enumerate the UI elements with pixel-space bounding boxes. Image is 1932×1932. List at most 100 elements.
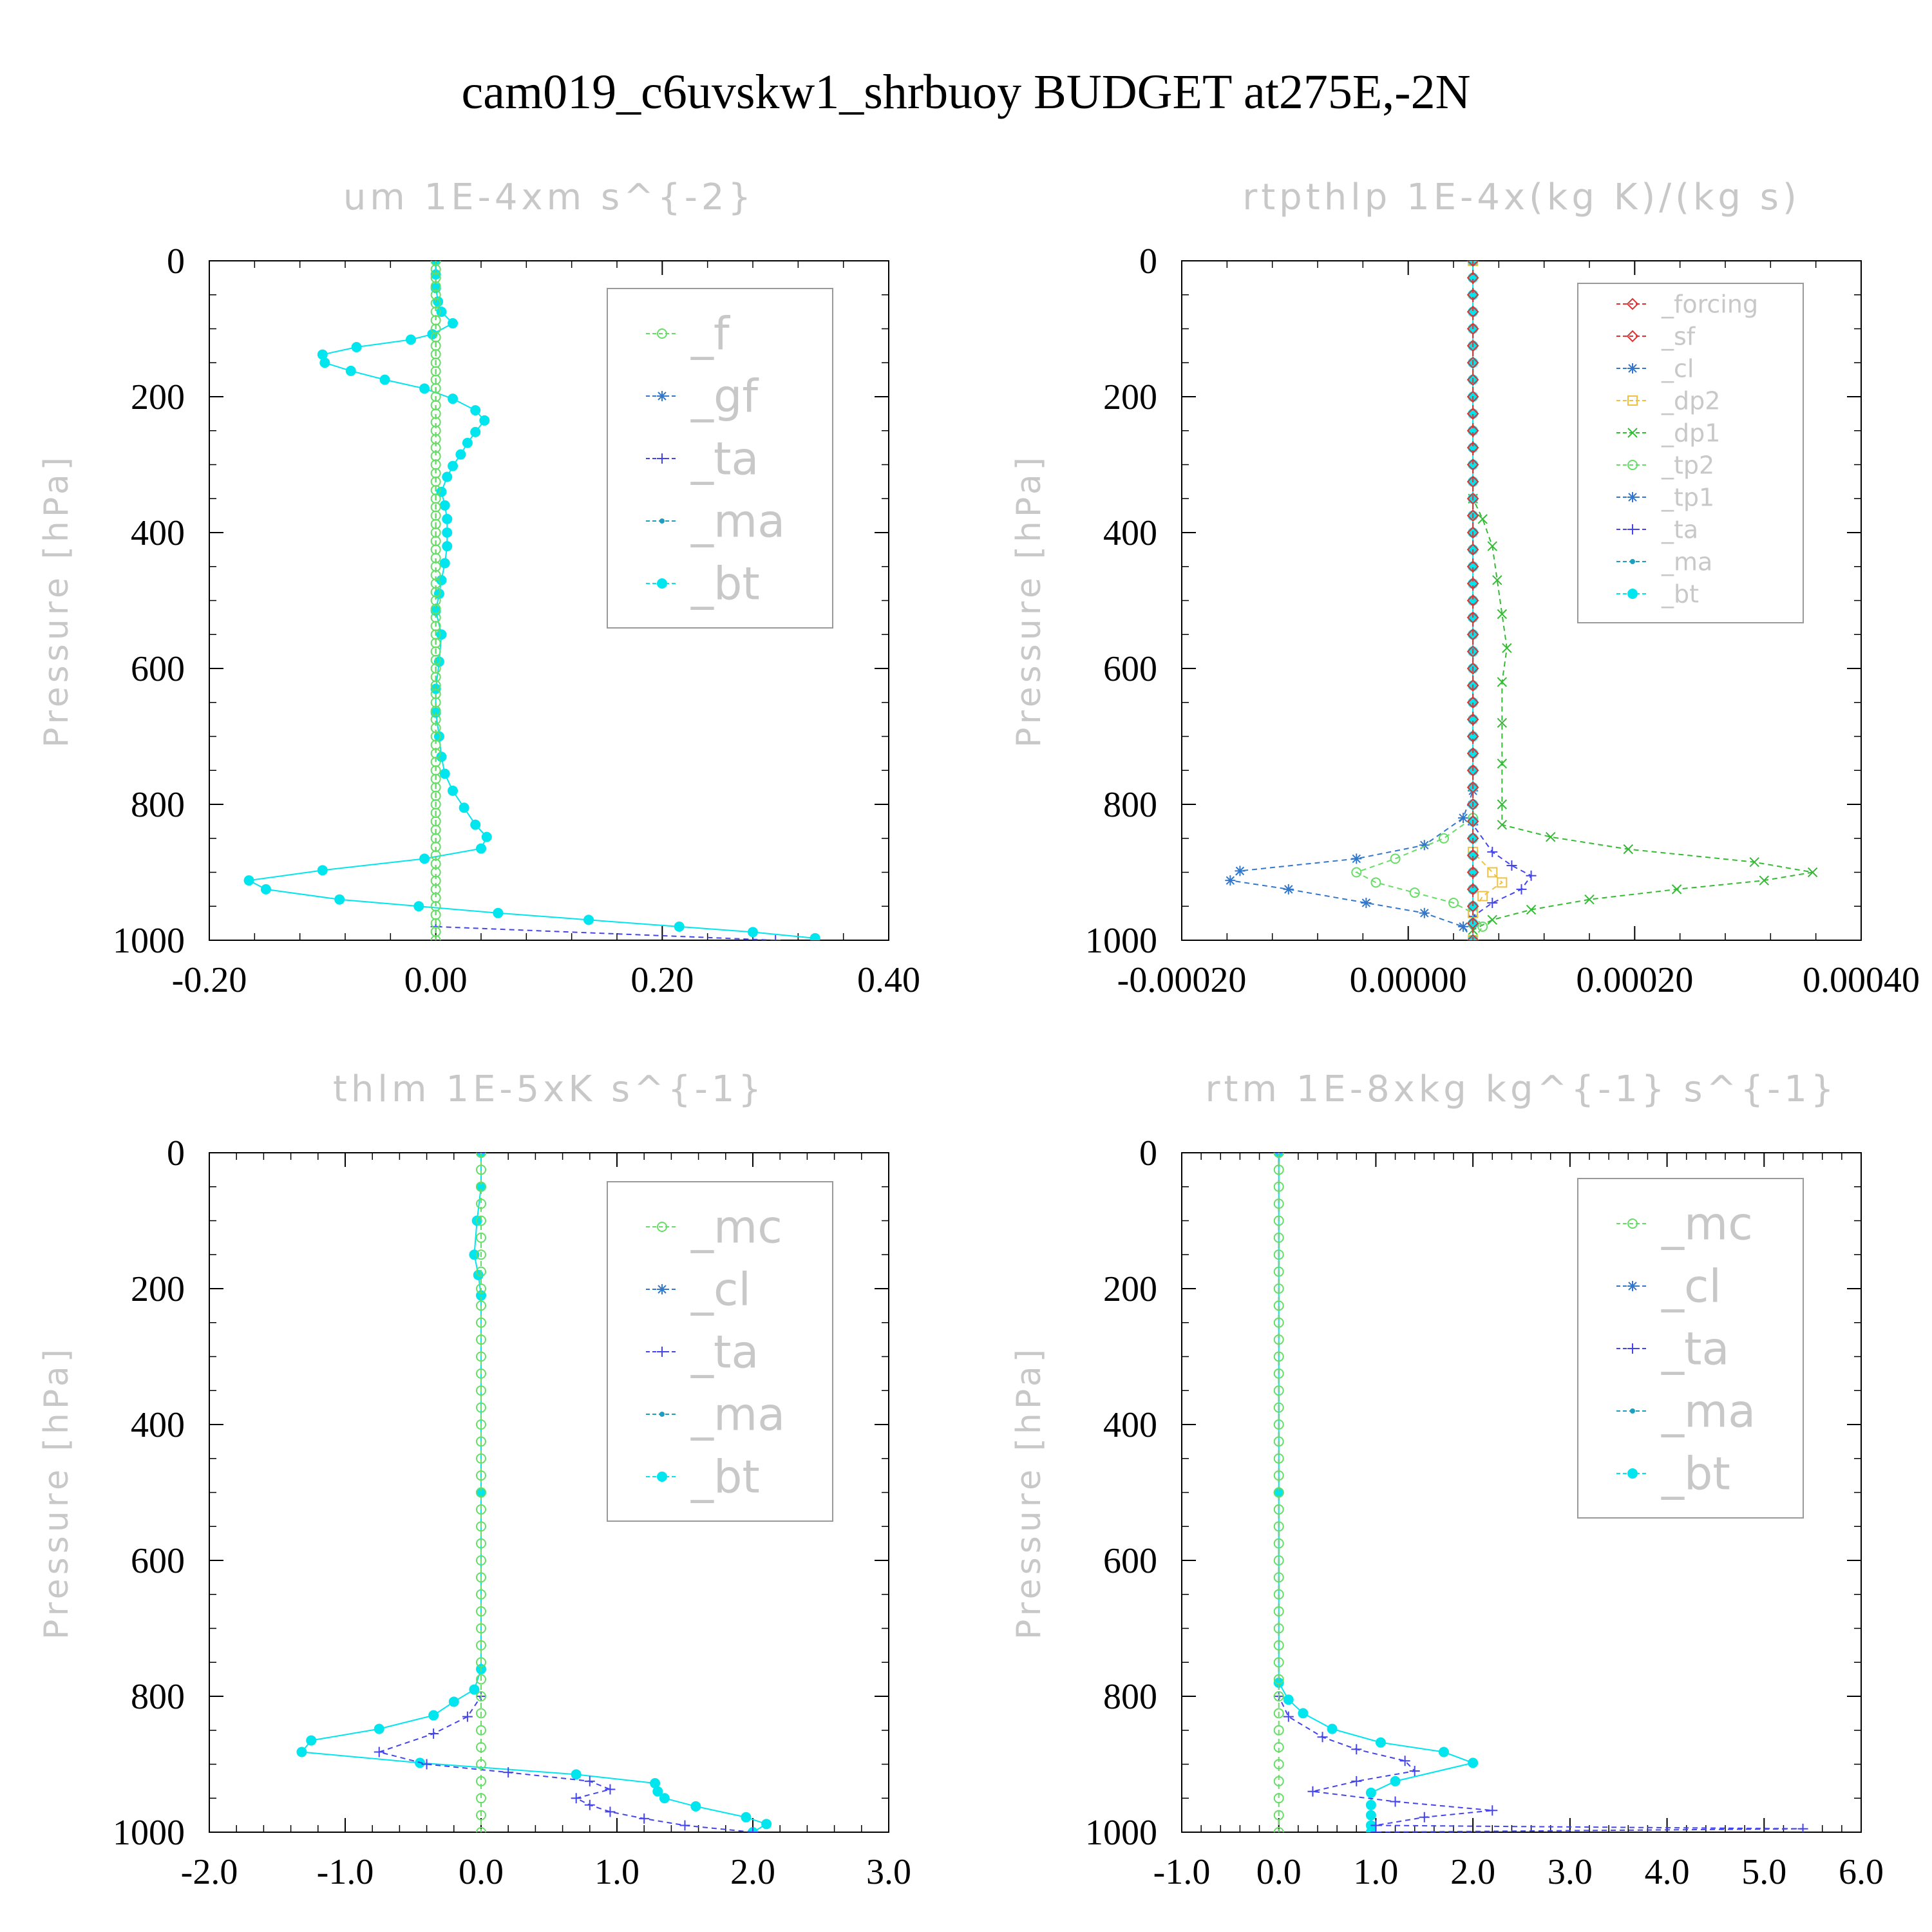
series-line_ta xyxy=(1472,261,1533,940)
x-tick-label: 0.00000 xyxy=(1350,960,1467,1000)
x-tick-label: 3.0 xyxy=(1548,1852,1593,1892)
panel-1: um 1E-4xm s^{-2} -0.20 0.00 0.20 0.40 0 200 400… xyxy=(37,176,920,1000)
data-point_bt xyxy=(442,513,453,524)
data-point_ta xyxy=(1419,1812,1430,1823)
panel-title: um 1E-4xm s^{-2} xyxy=(343,176,755,218)
x-tick-label: 1.0 xyxy=(1353,1852,1398,1892)
data-point_bt xyxy=(345,365,356,376)
data-point_mc xyxy=(476,1674,486,1685)
data-point_tp1 xyxy=(1225,875,1236,886)
legend-label: _cl xyxy=(690,1264,751,1316)
data-point_mc xyxy=(476,1232,486,1243)
legend-label: _gf xyxy=(690,370,759,423)
data-point_ta xyxy=(421,1759,432,1770)
data-point_bt xyxy=(1273,1677,1284,1688)
data-point_bt xyxy=(1298,1708,1309,1719)
data-point_bt xyxy=(419,383,430,394)
data-point_bt xyxy=(405,334,416,345)
legend-marker xyxy=(1627,395,1638,406)
data-point_mc xyxy=(1273,1164,1284,1175)
data-point_ta xyxy=(1399,1756,1410,1766)
data-point_tp2 xyxy=(1390,853,1401,864)
data-point_mc xyxy=(476,1538,486,1549)
data-point_forcing xyxy=(1466,832,1479,845)
x-tick-label: 4.0 xyxy=(1645,1852,1690,1892)
data-point_dp1 xyxy=(1497,677,1508,687)
data-point_mc xyxy=(1273,1555,1284,1566)
y-tick-label: 0 xyxy=(1139,242,1157,281)
data-point_mc xyxy=(476,1266,486,1277)
legend-label: _f xyxy=(690,308,730,361)
data-point_bt xyxy=(479,415,490,426)
y-axis-label: Pressure [hPa] xyxy=(37,453,76,748)
data-point_dp1 xyxy=(1502,643,1512,654)
data-point_mc xyxy=(1273,1300,1284,1311)
legend-marker xyxy=(1630,1408,1635,1414)
data-point_bt xyxy=(317,865,328,876)
data-point_forcing xyxy=(1466,475,1479,488)
y-tick-label: 200 xyxy=(1103,377,1157,417)
data-point_bt xyxy=(448,785,459,796)
data-point_bt xyxy=(1365,1827,1376,1832)
data-point_ta xyxy=(1487,846,1498,857)
data-point_mc xyxy=(1273,1589,1284,1600)
data-point_mc xyxy=(1273,1487,1284,1498)
data-point_dp1 xyxy=(1807,867,1818,878)
data-point_mc xyxy=(1273,1470,1284,1481)
data-point_ta xyxy=(1516,884,1527,895)
x-tick-label: -0.20 xyxy=(172,960,247,1000)
data-point_bt xyxy=(748,927,758,938)
series-layer xyxy=(243,261,820,940)
panel-2: rtpthlp 1E-4x(kg K)/(kg s) -0.00020 0.0000… xyxy=(1010,176,1920,1000)
data-point_mc xyxy=(476,1334,486,1345)
data-point_bt xyxy=(317,349,328,360)
data-point_bt xyxy=(481,831,492,842)
data-point_ta xyxy=(428,1728,439,1739)
legend-box xyxy=(607,288,833,629)
data-point_mc xyxy=(1273,1572,1284,1583)
data-point_ta xyxy=(1390,1796,1401,1807)
data-point_ta xyxy=(462,1711,473,1722)
data-point_forcing xyxy=(1466,459,1479,471)
data-point_ta xyxy=(1409,1766,1420,1777)
data-point_ta xyxy=(1370,1827,1381,1832)
data-point_bt xyxy=(459,802,469,813)
data-point_mc xyxy=(476,1153,486,1158)
data-point_mc xyxy=(1273,1708,1284,1719)
data-point_ta xyxy=(584,1776,595,1786)
data-point_ta xyxy=(679,1820,690,1831)
legend-label: _cl xyxy=(1661,354,1694,383)
data-point_bt xyxy=(476,1487,486,1498)
data-point_forcing xyxy=(1466,323,1479,335)
data-point_tp1 xyxy=(1458,921,1469,932)
panel-title: rtpthlp 1E-4x(kg K)/(kg s) xyxy=(1242,176,1801,218)
data-point_bt xyxy=(448,393,459,404)
data-point_mc xyxy=(1273,1249,1284,1260)
y-axis-label: Pressure [hPa] xyxy=(1010,453,1048,748)
data-point_bt xyxy=(1365,1787,1376,1798)
data-point_ta xyxy=(1526,870,1537,881)
data-point_ta xyxy=(1351,1776,1362,1786)
legend-label: _ma xyxy=(1661,547,1712,576)
data-point_bt xyxy=(761,1819,772,1830)
panel-4: rtm 1E-8xkg kg^{-1} s^{-1} -1.0 0.0 1.0 2.0 3… xyxy=(1010,1068,1884,1892)
data-point_bt xyxy=(470,426,481,437)
y-tick-label: 600 xyxy=(131,1541,185,1581)
legend-label: _tp1 xyxy=(1661,483,1714,511)
series-line_tp1 xyxy=(1229,261,1474,940)
legend-marker xyxy=(659,518,665,524)
data-point_bt xyxy=(741,1812,752,1823)
panel-title: rtm 1E-8xkg kg^{-1} s^{-1} xyxy=(1205,1068,1837,1110)
data-point_ta xyxy=(1307,1786,1318,1797)
data-point_mc xyxy=(476,1759,486,1770)
x-tick-label: 1.0 xyxy=(594,1852,639,1892)
legend-marker xyxy=(657,1472,667,1482)
data-point_bt xyxy=(442,527,453,538)
x-tick-label: -1.0 xyxy=(1153,1852,1211,1892)
data-point_bt xyxy=(296,1747,307,1757)
y-tick-label: 0 xyxy=(167,1133,185,1173)
data-point_bt xyxy=(442,471,453,482)
data-point_forcing xyxy=(1466,900,1479,913)
data-point_tp2 xyxy=(1448,897,1459,908)
y-axis-label: Pressure [hPa] xyxy=(37,1345,76,1640)
